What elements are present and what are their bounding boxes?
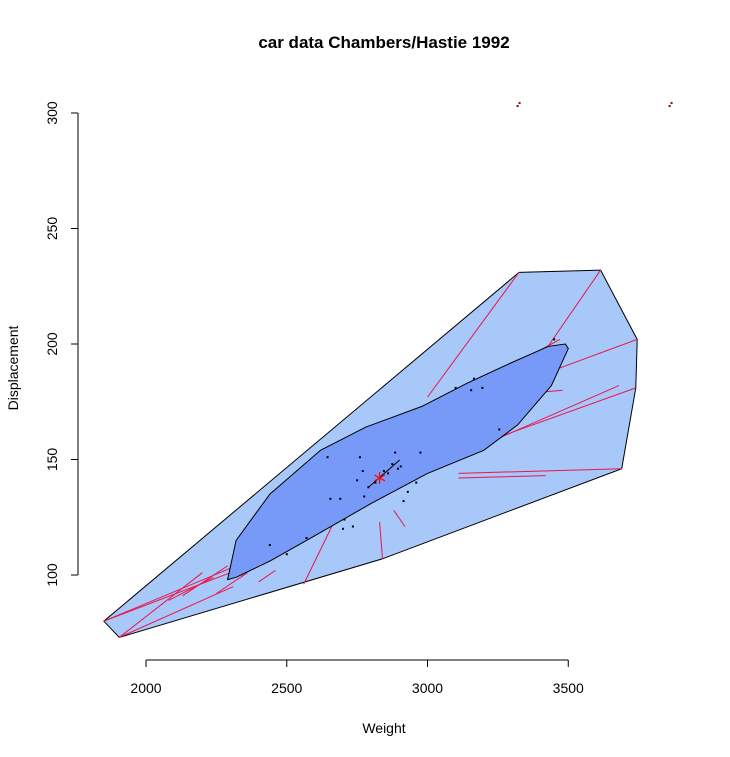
y-tick-label-150: 150 (44, 448, 60, 472)
data-point-7 (343, 518, 346, 521)
data-point-24 (419, 451, 422, 454)
y-axis: 100 150 200 250 300 (44, 101, 79, 587)
data-point-29 (498, 428, 501, 431)
ray-line-7 (258, 569, 276, 583)
x-tick-label-2500: 2500 (271, 680, 302, 696)
ray-line-15 (492, 385, 620, 442)
data-point-3 (326, 456, 329, 459)
ray-line-4 (182, 565, 228, 597)
x-tick-label-3000: 3000 (412, 680, 443, 696)
data-point-8 (351, 525, 354, 528)
data-point-5 (339, 497, 342, 500)
data-point-12 (363, 495, 366, 498)
data-point-17 (391, 463, 394, 466)
ray-line-18 (539, 269, 602, 359)
data-point-30 (553, 338, 556, 341)
ray-line-2 (119, 586, 234, 638)
ray-line-5 (168, 576, 214, 601)
ray-line-13 (458, 468, 622, 474)
median-star-stroke-5 (374, 474, 386, 482)
ray-line-10 (379, 521, 383, 559)
outlier-point-tick-0 (518, 102, 521, 105)
ray-line-12 (458, 475, 546, 479)
data-point-11 (361, 470, 364, 473)
data-point-18 (394, 451, 397, 454)
data-point-26 (470, 389, 473, 392)
median-segment (367, 459, 400, 489)
x-tick-label-3500: 3500 (553, 680, 584, 696)
data-point-6 (342, 527, 345, 530)
outlier-point-tick-1 (670, 102, 673, 105)
data-point-14 (374, 481, 377, 484)
data-point-21 (402, 500, 405, 503)
y-tick-label-200: 200 (44, 332, 60, 356)
data-point-25 (454, 386, 457, 389)
data-point-15 (382, 470, 385, 473)
data-point-27 (472, 377, 475, 380)
data-point-1 (285, 553, 288, 556)
data-point-16 (387, 472, 390, 475)
data-point-9 (356, 479, 359, 482)
data-point-28 (481, 386, 484, 389)
x-tick-label-2000: 2000 (130, 680, 161, 696)
data-point-4 (329, 497, 332, 500)
data-point-23 (415, 481, 418, 484)
data-point-10 (358, 456, 361, 459)
data-point-0 (268, 543, 271, 546)
ray-line-14 (500, 387, 636, 437)
data-point-20 (399, 465, 402, 468)
outlier-point-1 (668, 105, 671, 108)
ray-line-17 (427, 272, 520, 398)
data-point-2 (305, 537, 308, 540)
ray-line-0 (103, 558, 254, 622)
ray-line-3 (118, 572, 203, 638)
x-axis-label: Weight (362, 720, 405, 736)
depth-median (367, 459, 400, 489)
y-axis-label: Displacement (5, 325, 21, 410)
data-point-22 (406, 490, 409, 493)
y-tick-label-100: 100 (44, 563, 60, 587)
y-tick-label-300: 300 (44, 101, 60, 125)
outlier-point-0 (516, 105, 519, 108)
y-tick-label-250: 250 (44, 217, 60, 241)
ray-line-1 (103, 572, 231, 622)
chart-title: car data Chambers/Hastie 1992 (258, 33, 509, 52)
data-point-19 (396, 467, 399, 470)
ray-line-11 (393, 510, 406, 527)
x-axis: 2000 2500 3000 3500 (130, 659, 584, 696)
ray-line-9 (303, 526, 333, 585)
